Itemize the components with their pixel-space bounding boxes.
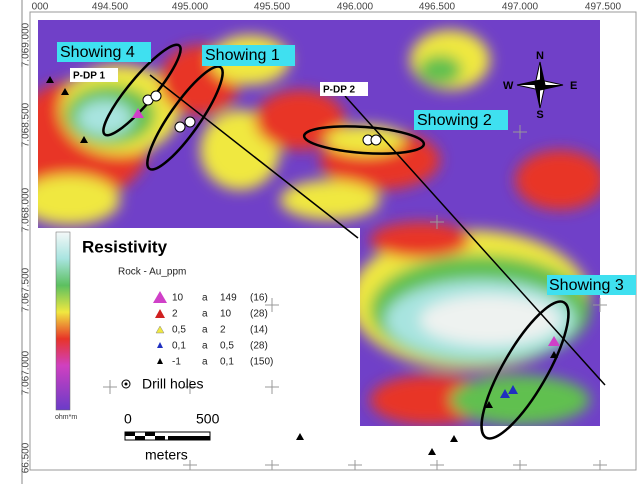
x-label: 496.500 [419,2,456,13]
y-label: 66.500 [21,442,32,473]
legend-cell: 10 [220,309,232,320]
legend-cell: a [202,325,208,336]
legend: ohm*m Resistivity Rock - Au_ppm 10 a 149 (1… [55,231,273,463]
legend-cell: 0,1 [172,341,186,352]
showing-label: Showing 1 [205,47,280,64]
y-label: 7.068.500 [21,102,32,147]
legend-cell: a [202,341,208,352]
legend-cell: (14) [250,325,268,336]
legend-cell: 0,5 [172,325,186,336]
colorbar-unit: ohm*m [55,414,77,421]
x-label: 494.500 [92,2,129,13]
scale-start: 0 [124,411,132,427]
legend-cell: a [202,293,208,304]
drill-holes [142,90,382,146]
legend-cell: (28) [250,341,268,352]
legend-cell: 0,1 [220,357,234,368]
rock-title: Rock - Au_ppm [118,267,186,278]
drill-holes-label: Drill holes [142,376,203,392]
showing-label: Showing 4 [60,44,135,61]
y-label: 7.068.000 [21,187,32,232]
legend-cell: (28) [250,309,268,320]
x-label: 497.000 [502,2,539,13]
profile-label: P-DP 1 [73,71,105,82]
profile-lines [149,74,606,386]
compass-south: S [536,109,543,121]
legend-cell: a [202,357,208,368]
samples [46,76,560,455]
x-label: 496.000 [337,2,374,13]
x-label: 497.500 [585,2,622,13]
legend-cell: (150) [250,357,273,368]
scale-end: 500 [196,411,220,427]
legend-cell: 10 [172,293,184,304]
scale-unit: meters [145,447,188,463]
legend-cell: (16) [250,293,268,304]
compass-east: E [570,80,577,92]
x-label: 495.500 [254,2,291,13]
legend-cell: 0,5 [220,341,234,352]
legend-cell: 2 [220,325,226,336]
y-label: 7.069.000 [21,22,32,67]
showing-label: Showing 3 [549,277,624,294]
showing-labels: Showing 4 Showing 1 Showing 2 Showing 3 … [57,42,636,295]
x-label: 495.000 [172,2,209,13]
compass-west: W [503,80,514,92]
showing-label: Showing 2 [417,112,492,129]
legend-cell: 149 [220,293,237,304]
legend-cell: -1 [172,357,181,368]
legend-cell: a [202,309,208,320]
compass: N S E W [503,50,577,121]
x-label: 000 [32,2,49,13]
legend-cell: 2 [172,309,178,320]
y-label: 7.067.000 [21,350,32,395]
map-frame [29,11,637,471]
crosses [103,125,607,470]
profile-label: P-DP 2 [323,85,355,96]
y-label: 7.067.500 [21,267,32,312]
x-labels: 000 494.500 495.000 495.500 496.000 496.500 49… [32,2,622,13]
legend-title: Resistivity [82,237,168,256]
compass-north: N [536,50,544,62]
y-labels: 7.069.000 7.068.500 7.068.000 7.067.500 7.06… [21,22,32,473]
